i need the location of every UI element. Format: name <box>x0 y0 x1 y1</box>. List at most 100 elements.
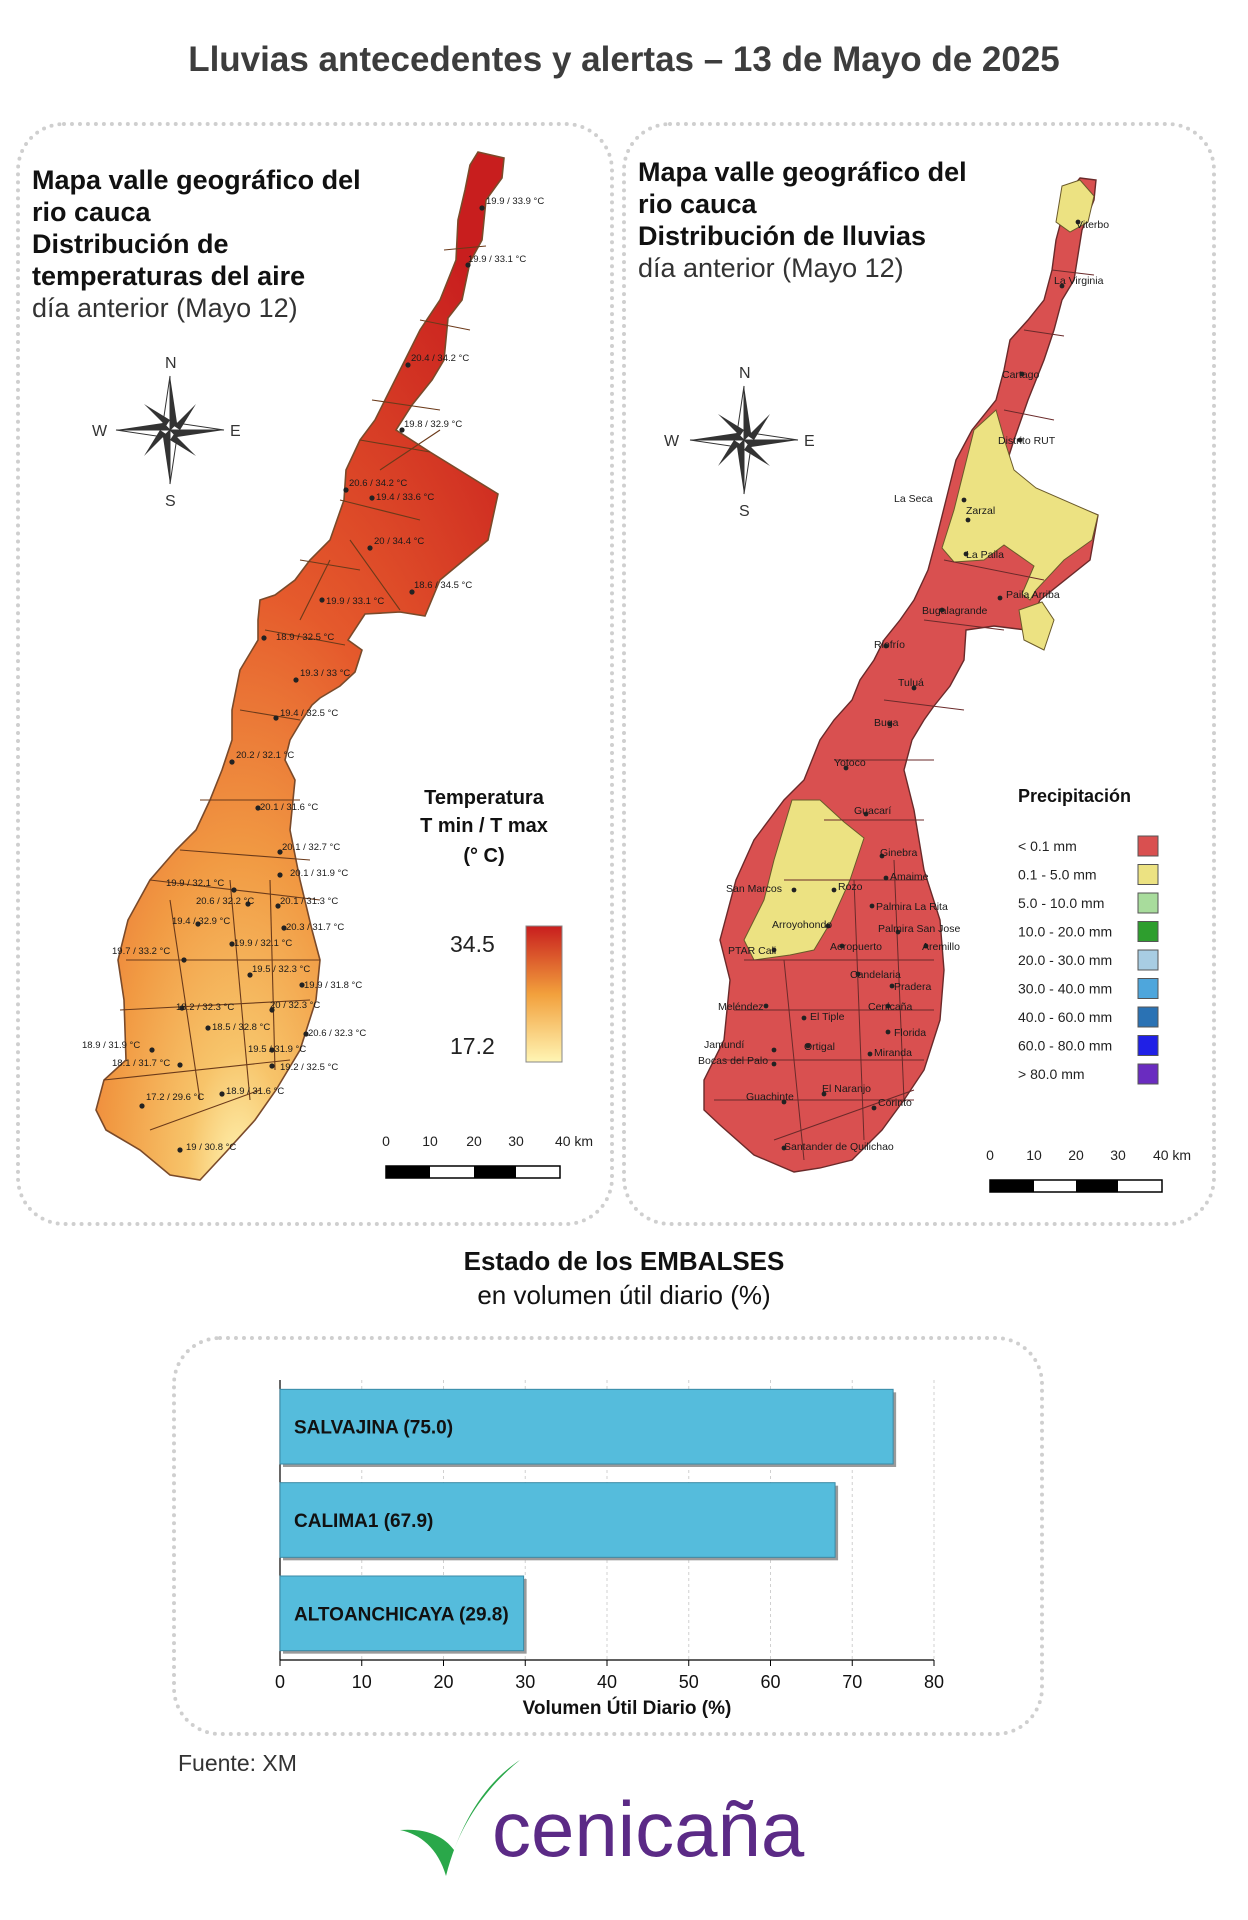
svg-text:30: 30 <box>508 1133 524 1149</box>
x-axis-label: Volumen Útil Diario (%) <box>523 1697 732 1719</box>
station-label: 20.6 / 32.2 °C <box>196 896 254 907</box>
legend-label: > 80.0 mm <box>1018 1066 1085 1082</box>
reservoirs-chart-panel <box>172 1336 1044 1736</box>
place-label: El Naranjo <box>822 1083 871 1095</box>
x-tick-label: 70 <box>842 1672 862 1692</box>
station-label: 19.2 / 32.5 °C <box>280 1062 338 1073</box>
svg-text:S: S <box>739 503 750 520</box>
place-label: Pradera <box>894 981 932 993</box>
legend-swatch <box>1137 864 1159 885</box>
station-label: 19.4 / 33.6 °C <box>376 492 434 503</box>
place-label: Corinto <box>878 1097 912 1109</box>
station-labels: 19.9 / 33.9 °C 19.9 / 33.1 °C 20.4 / 34.… <box>82 196 544 1153</box>
place-label: Florida <box>894 1027 926 1039</box>
bar-label: ALTOANCHICAYA (29.8) <box>294 1604 509 1625</box>
temperature-map-subtitle: día anterior (Mayo 12) <box>32 293 298 323</box>
x-tick-label: 0 <box>275 1672 285 1692</box>
svg-text:0: 0 <box>382 1133 390 1149</box>
svg-text:0: 0 <box>986 1147 994 1163</box>
temperature-color-ramp <box>525 925 563 1063</box>
place-label: Ortigal <box>804 1041 835 1053</box>
legend-swatch <box>1137 921 1159 942</box>
temperature-map-title: Mapa valle geográfico del rio cauca Dist… <box>32 165 361 323</box>
svg-text:N: N <box>739 365 751 382</box>
place-label: Ginebra <box>880 847 918 859</box>
place-label: Amaime <box>890 871 929 883</box>
place-label: Tuluá <box>898 677 924 689</box>
scale-bar: 0 10 20 30 40 km <box>986 1147 1191 1193</box>
station-label: 19.9 / 33.9 °C <box>486 196 544 207</box>
legend-label: 0.1 - 5.0 mm <box>1018 867 1097 883</box>
place-label: Aremillo <box>922 941 960 953</box>
station-label: 20 / 34.4 °C <box>374 536 424 547</box>
station-label: 19.3 / 33 °C <box>300 668 350 679</box>
svg-text:10: 10 <box>1026 1147 1042 1163</box>
scale-bar: 0 10 20 30 40 km <box>382 1133 593 1179</box>
legend-label: 30.0 - 40.0 mm <box>1018 981 1112 997</box>
place-label: Riofrío <box>874 639 905 651</box>
x-tick-label: 50 <box>679 1672 699 1692</box>
rainfall-map-title: Mapa valle geográfico del rio cauca Dist… <box>638 157 967 283</box>
station-label: 20 / 32.3 °C <box>270 1000 320 1011</box>
page-title: Lluvias antecedentes y alertas – 13 de M… <box>188 40 1060 79</box>
svg-text:S: S <box>165 493 176 510</box>
place-label: Palmira La Rita <box>876 901 948 913</box>
legend-label: 20.0 - 30.0 mm <box>1018 952 1112 968</box>
legend-label: 10.0 - 20.0 mm <box>1018 924 1112 940</box>
place-label: Meléndez <box>718 1001 764 1013</box>
svg-text:W: W <box>92 423 108 440</box>
station-label: 19.9 / 33.1 °C <box>468 254 526 265</box>
station-label: 19.9 / 32.1 °C <box>166 878 224 889</box>
station-label: 19.5 / 31.9 °C <box>248 1044 306 1055</box>
rainfall-map: Viterbo La Virginia Cartago Distrito RUT… <box>664 177 1191 1193</box>
voronoi-lines <box>103 245 487 1131</box>
place-label: Rozo <box>838 881 863 893</box>
legend-swatch <box>1137 1063 1159 1085</box>
place-label: La Virginia <box>1054 275 1104 287</box>
station-label: 18.9 / 31.6 °C <box>226 1086 284 1097</box>
svg-text:E: E <box>230 423 241 440</box>
place-label: Bocas del Palo <box>698 1055 768 1067</box>
reservoirs-bar-chart: 0 10 20 30 40 50 60 70 80 SALVAJINA (75.0) CALIMA1… <box>275 1380 944 1719</box>
x-tick-label: 10 <box>352 1672 372 1692</box>
place-label: Palmira San Jose <box>878 923 960 935</box>
legend-swatch <box>1137 949 1159 971</box>
station-label: 20.1 / 31.3 °C <box>280 896 338 907</box>
station-label: 18.6 / 34.5 °C <box>414 580 472 591</box>
bar-salvajina <box>279 1388 894 1465</box>
station-label: 18.9 / 32.5 °C <box>276 632 334 643</box>
station-label: 19 / 30.8 °C <box>186 1142 236 1153</box>
svg-text:N: N <box>165 355 177 372</box>
station-label: 20.4 / 34.2 °C <box>411 353 469 364</box>
station-label: 18.1 / 31.7 °C <box>112 1058 170 1069</box>
temperature-legend: Temperatura T min / T max (° C) 34.5 17.… <box>420 787 563 1063</box>
place-label: Santander de Quilichao <box>784 1141 894 1153</box>
place-label: La Seca <box>894 493 933 505</box>
place-label: Guacarí <box>854 805 891 817</box>
svg-text:T min / T max: T min / T max <box>420 815 548 837</box>
legend-label: 40.0 - 60.0 mm <box>1018 1009 1112 1025</box>
place-label: Candelaria <box>850 969 901 981</box>
rainfall-map-subtitle: día anterior (Mayo 12) <box>638 253 904 283</box>
station-label: 20.6 / 34.2 °C <box>349 478 407 489</box>
legend-label: 5.0 - 10.0 mm <box>1018 895 1104 911</box>
north-arrow-icon: N S E W <box>664 365 815 520</box>
station-label: 20.1 / 31.6 °C <box>260 802 318 813</box>
svg-text:(° C): (° C) <box>463 845 504 867</box>
place-label: Miranda <box>874 1047 912 1059</box>
station-points <box>139 205 485 1153</box>
place-label: Yotoco <box>834 757 866 769</box>
x-tick-label: 40 <box>597 1672 617 1692</box>
place-label: Guachinte <box>746 1091 794 1103</box>
place-label: La Paila <box>966 549 1004 561</box>
leaf-checkmark-icon <box>400 1760 520 1876</box>
x-tick-label: 20 <box>433 1672 453 1692</box>
station-label: 19.5 / 32.3 °C <box>252 964 310 975</box>
station-label: 20.1 / 31.9 °C <box>290 868 348 879</box>
station-label: 20.3 / 31.7 °C <box>286 922 344 933</box>
svg-text:20: 20 <box>466 1133 482 1149</box>
precipitation-legend: Precipitación < 0.1 mm 0.1 - 5.0 mm 5.0 - … <box>1018 786 1159 1085</box>
station-label: 19.9 / 32.1 °C <box>234 938 292 949</box>
svg-text:20: 20 <box>1068 1147 1084 1163</box>
north-arrow-icon: N S E W <box>92 355 241 510</box>
